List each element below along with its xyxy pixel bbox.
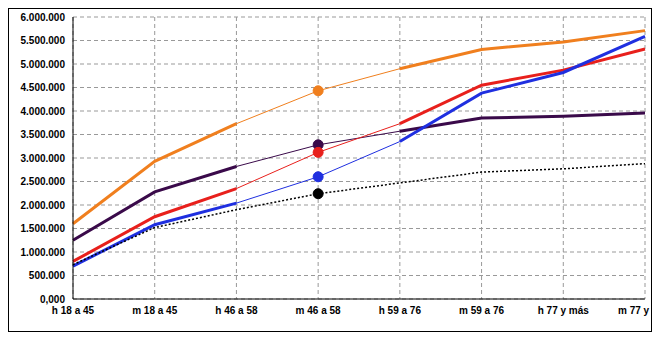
svg-text:1.500.000: 1.500.000 [21, 223, 66, 234]
svg-text:m 59 a 76: m 59 a 76 [459, 305, 504, 316]
svg-text:500.000: 500.000 [29, 270, 66, 281]
svg-text:6.000.000: 6.000.000 [21, 12, 66, 23]
svg-text:h 18 a 45: h 18 a 45 [52, 305, 95, 316]
svg-text:h 77 y más: h 77 y más [538, 305, 590, 316]
svg-text:3.000.000: 3.000.000 [21, 153, 66, 164]
svg-text:h 59 a 76: h 59 a 76 [379, 305, 422, 316]
svg-text:h 46 a 58: h 46 a 58 [215, 305, 258, 316]
svg-text:4.000.000: 4.000.000 [21, 106, 66, 117]
svg-text:5.500.000: 5.500.000 [21, 35, 66, 46]
svg-text:2.000.000: 2.000.000 [21, 200, 66, 211]
svg-text:0,000: 0,000 [40, 294, 65, 305]
svg-text:1.000.000: 1.000.000 [21, 247, 66, 258]
svg-text:4.500.000: 4.500.000 [21, 82, 66, 93]
svg-text:3.500.000: 3.500.000 [21, 129, 66, 140]
svg-text:m 46 a 58: m 46 a 58 [296, 305, 341, 316]
svg-text:2.500.000: 2.500.000 [21, 176, 66, 187]
svg-text:m 77 y más: m 77 y más [618, 305, 651, 316]
svg-text:m 18 a 45: m 18 a 45 [132, 305, 177, 316]
svg-text:5.000.000: 5.000.000 [21, 59, 66, 70]
